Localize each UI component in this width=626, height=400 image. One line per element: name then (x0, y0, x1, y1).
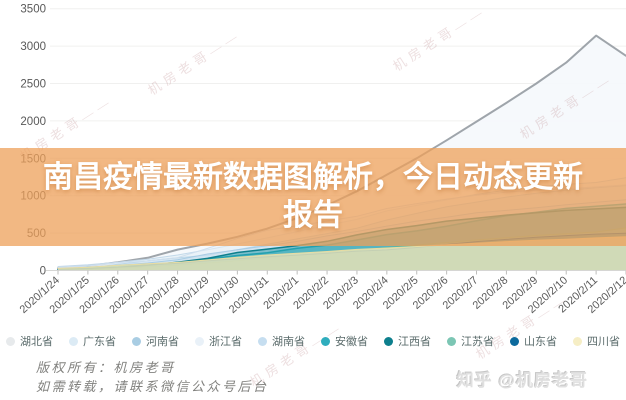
legend-label: 浙江省 (209, 336, 242, 348)
legend-item-jiangsu: 江苏省 (447, 333, 494, 349)
copyright-note: 版权所有：机房老哥 如需转载，请联系微信公众号后台 (36, 358, 269, 396)
legend-item-hubei: 湖北省 (6, 333, 53, 349)
y-axis-tick-label: 2500 (20, 79, 46, 91)
legend-swatch-icon (132, 336, 141, 346)
y-axis-tick-label: 0 (40, 266, 46, 278)
legend-swatch-icon (510, 336, 519, 346)
legend-swatch-icon (573, 336, 582, 346)
y-axis-tick-label: 3500 (20, 4, 46, 16)
y-axis-tick-label: 3000 (20, 41, 46, 53)
legend-item-zhejiang: 浙江省 (195, 333, 242, 349)
legend-label: 四川省 (587, 336, 620, 348)
legend-swatch-icon (195, 336, 204, 346)
legend-label: 湖北省 (20, 336, 53, 348)
legend-item-anhui: 安徽省 (321, 333, 368, 349)
legend-item-sichuan: 四川省 (573, 333, 620, 349)
legend-label: 广东省 (83, 336, 116, 348)
legend-swatch-icon (258, 336, 267, 346)
legend-label: 河南省 (146, 336, 179, 348)
banner-title-line1: 南昌疫情最新数据图解析，今日动态更新 (43, 161, 583, 194)
legend-swatch-icon (384, 336, 393, 346)
legend-label: 湖南省 (272, 336, 305, 348)
legend-swatch-icon (69, 336, 78, 346)
legend-item-shandong: 山东省 (510, 333, 557, 349)
legend-label: 安徽省 (335, 336, 368, 348)
legend-label: 江西省 (398, 336, 431, 348)
chart-legend: 湖北省 广东省 河南省 浙江省 湖南省 安徽省 江西省 江苏省 山东省 四川省 (0, 333, 626, 349)
legend-swatch-icon (447, 336, 456, 346)
zhihu-watermark: 知乎 @机房老哥 (456, 371, 588, 390)
legend-item-henan: 河南省 (132, 333, 179, 349)
legend-item-guangdong: 广东省 (69, 333, 116, 349)
title-banner: 南昌疫情最新数据图解析，今日动态更新 报告 (0, 148, 626, 246)
legend-swatch-icon (6, 336, 15, 346)
legend-item-hunan: 湖南省 (258, 333, 305, 349)
legend-item-jiangxi: 江西省 (384, 333, 431, 349)
legend-label: 江苏省 (461, 336, 494, 348)
copyright-line1: 版权所有：机房老哥 (36, 360, 176, 375)
legend-label: 山东省 (524, 336, 557, 348)
y-axis-tick-label: 2000 (20, 116, 46, 128)
legend-swatch-icon (321, 336, 330, 346)
banner-title-line2: 报告 (283, 199, 343, 232)
copyright-line2: 如需转载，请联系微信公众号后台 (36, 379, 269, 394)
